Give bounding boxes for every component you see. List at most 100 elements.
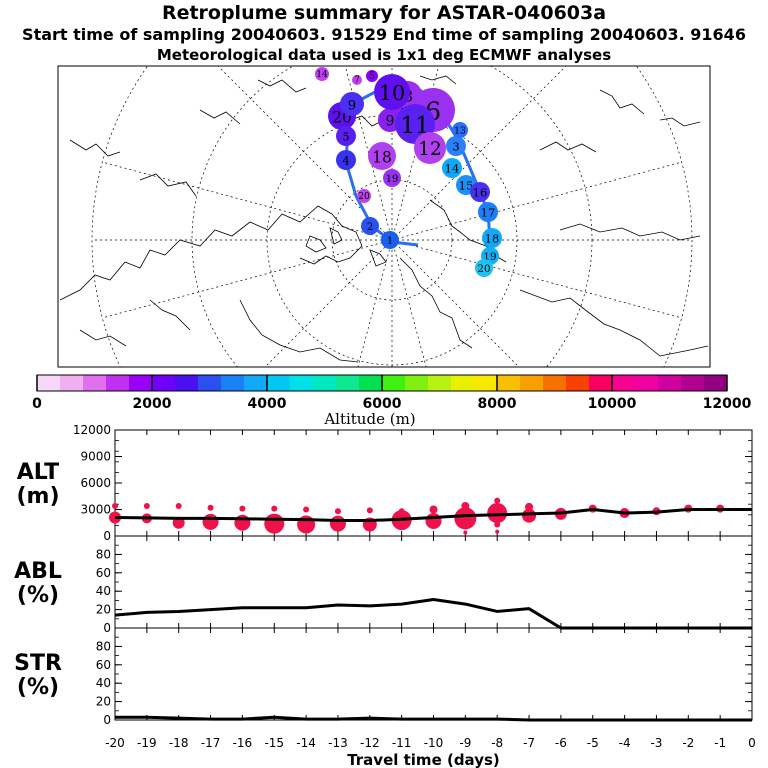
trajectory-marker-label: 3 bbox=[452, 140, 459, 154]
altitude-bubble bbox=[175, 502, 182, 509]
altitude-bubble bbox=[334, 508, 341, 515]
altitude-bubble bbox=[398, 508, 405, 515]
trajectory-marker-label: 7 bbox=[354, 75, 360, 85]
colorbar-tick-label: 6000 bbox=[363, 396, 402, 412]
trajectory-marker bbox=[366, 70, 378, 82]
time-series-panels: 030006000900012000ALT(m)020406080ABL(%)0… bbox=[14, 423, 756, 768]
altitude-bubble bbox=[463, 530, 468, 535]
x-tick-label: -14 bbox=[296, 736, 316, 750]
panel-label: STR bbox=[14, 651, 62, 676]
colorbar-swatch bbox=[60, 375, 84, 391]
y-tick-label: 80 bbox=[96, 639, 111, 653]
x-tick-label: -20 bbox=[105, 736, 125, 750]
trajectory-marker-label: 16 bbox=[473, 186, 488, 200]
trajectory-marker-label: 18 bbox=[372, 148, 392, 166]
y-tick-label: 0 bbox=[103, 529, 111, 543]
x-tick-label: -8 bbox=[491, 736, 503, 750]
colorbar-swatch bbox=[152, 375, 176, 391]
altitude-bubble bbox=[461, 501, 470, 510]
trajectory-marker bbox=[470, 182, 490, 202]
altitude-bubble bbox=[329, 515, 346, 532]
trajectory-marker-label: 14 bbox=[316, 70, 328, 80]
trajectory-marker-label: 2 bbox=[367, 221, 374, 233]
panel-label: ABL bbox=[14, 559, 62, 584]
trajectory-markers: 1420205191891315123456789101112131415161… bbox=[315, 67, 502, 277]
series-line bbox=[115, 715, 752, 722]
x-tick-label: -6 bbox=[555, 736, 567, 750]
trajectory-marker bbox=[452, 122, 468, 138]
trajectory-marker bbox=[383, 169, 401, 187]
altitude-bubble bbox=[494, 521, 501, 528]
colorbar-tick-label: 0 bbox=[32, 396, 42, 412]
y-tick-label: 40 bbox=[96, 584, 111, 598]
y-tick-label: 6000 bbox=[80, 476, 111, 490]
colorbar-swatch bbox=[497, 375, 521, 391]
y-tick-label: 60 bbox=[96, 658, 111, 672]
colorbar-swatch bbox=[313, 375, 337, 391]
trajectory-marker bbox=[352, 75, 362, 85]
altitude-bubble bbox=[522, 508, 537, 523]
altitude-bubble bbox=[525, 502, 534, 511]
y-tick-label: 0 bbox=[103, 713, 111, 727]
x-tick-label: 0 bbox=[748, 736, 756, 750]
trajectory-marker-label: 20 bbox=[477, 263, 490, 275]
colorbar-swatch bbox=[290, 375, 314, 391]
x-tick-label: -17 bbox=[201, 736, 221, 750]
trajectory-marker-label: 17 bbox=[481, 206, 496, 220]
colorbar-tick-label: 12000 bbox=[703, 396, 752, 412]
x-tick-label: -7 bbox=[523, 736, 535, 750]
altitude-bubble bbox=[454, 507, 477, 530]
trajectory-marker-label: 14 bbox=[445, 162, 460, 176]
trajectory-marker bbox=[336, 150, 356, 170]
altitude-bubble bbox=[495, 529, 500, 534]
altitude-bubble bbox=[264, 513, 285, 534]
trajectory-marker bbox=[381, 231, 399, 249]
colorbar-tick-label: 4000 bbox=[248, 396, 287, 412]
altitude-bubble bbox=[494, 497, 501, 504]
trajectory-marker bbox=[361, 217, 379, 235]
panel-unit: (%) bbox=[17, 583, 59, 608]
panel-alt: 0 3000 6000 9000 12000 ALT(m) bbox=[16, 423, 753, 543]
panel-unit: (%) bbox=[17, 675, 59, 700]
y-tick-label: 0 bbox=[103, 621, 111, 635]
colorbar-swatch bbox=[83, 375, 107, 391]
altitude-bubble bbox=[112, 502, 118, 509]
colorbar-swatch bbox=[221, 375, 245, 391]
x-tick-label: -2 bbox=[682, 736, 694, 750]
panel-unit: (m) bbox=[16, 484, 59, 509]
trajectory-marker-label: 18 bbox=[485, 232, 500, 246]
series-line bbox=[114, 508, 752, 523]
x-tick-label: -19 bbox=[137, 736, 157, 750]
colorbar-swatch bbox=[336, 375, 360, 391]
trajectory-marker bbox=[475, 259, 493, 277]
trajectory-marker-label: 5 bbox=[369, 72, 375, 82]
trajectory-marker-label: 5 bbox=[343, 131, 350, 144]
trajectory-marker bbox=[442, 158, 462, 178]
x-tick-label: -13 bbox=[328, 736, 348, 750]
trajectory-marker bbox=[368, 142, 396, 170]
colorbar-swatch bbox=[658, 375, 682, 391]
y-tick-label: 80 bbox=[96, 547, 111, 561]
trajectory-marker-label: 9 bbox=[386, 113, 395, 129]
trajectory-marker bbox=[414, 132, 446, 164]
colorbar-swatch bbox=[474, 375, 498, 391]
colorbar-swatch bbox=[175, 375, 199, 391]
x-tick-label: -9 bbox=[459, 736, 471, 750]
trajectory-marker bbox=[340, 92, 364, 116]
x-tick-label: -5 bbox=[587, 736, 599, 750]
trajectory-marker-label: 9 bbox=[348, 98, 356, 113]
colorbar-tick-label: 2000 bbox=[133, 396, 172, 412]
altitude-bubble bbox=[271, 505, 278, 512]
colorbar-swatch bbox=[612, 375, 636, 391]
colorbar-swatch bbox=[681, 375, 705, 391]
trajectory-marker bbox=[374, 74, 410, 110]
altitude-bubble bbox=[239, 505, 246, 512]
y-tick-label: 40 bbox=[96, 676, 111, 690]
colorbar-swatch bbox=[129, 375, 153, 391]
altitude-bubble bbox=[429, 505, 438, 514]
y-tick-label: 3000 bbox=[80, 503, 111, 517]
colorbar-swatch bbox=[405, 375, 429, 391]
trajectory-marker-label: 10 bbox=[379, 81, 405, 105]
coastlines bbox=[59, 75, 709, 363]
